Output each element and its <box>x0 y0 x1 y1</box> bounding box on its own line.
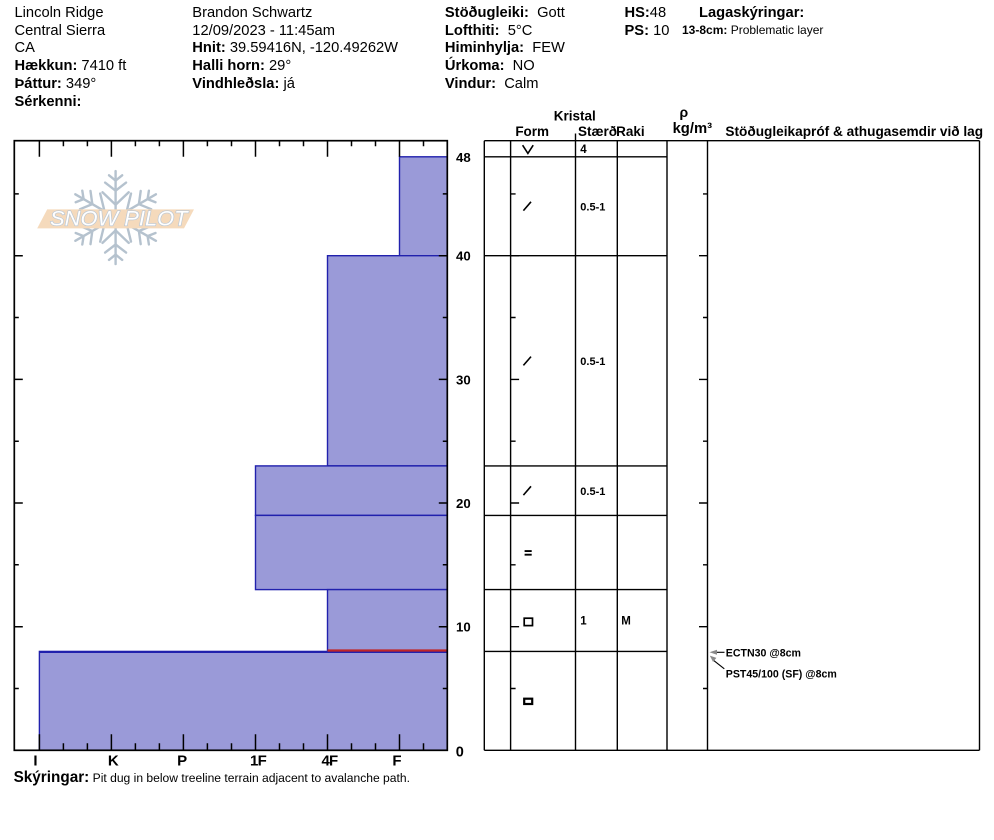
svg-text:K: K <box>108 753 119 770</box>
svg-text:SNOW PILOT: SNOW PILOT <box>50 206 189 230</box>
svg-text:1F: 1F <box>250 753 267 770</box>
svg-text:ECTN30 @8cm: ECTN30 @8cm <box>726 648 801 660</box>
svg-text:M: M <box>621 616 631 628</box>
svg-text:10: 10 <box>456 620 471 635</box>
svg-text:Raki: Raki <box>616 124 645 139</box>
svg-text:ρ: ρ <box>679 104 688 120</box>
svg-text:20: 20 <box>456 496 471 511</box>
svg-text:Kristal: Kristal <box>554 109 596 124</box>
svg-text:4: 4 <box>580 144 587 156</box>
svg-text:F: F <box>392 753 401 770</box>
svg-text:0.5-1: 0.5-1 <box>580 356 605 368</box>
svg-text:0.5-1: 0.5-1 <box>580 201 605 213</box>
svg-text:P: P <box>177 753 187 770</box>
svg-text:1: 1 <box>580 616 587 628</box>
svg-text:I: I <box>33 753 37 770</box>
svg-text:PST45/100 (SF) @8cm: PST45/100 (SF) @8cm <box>726 669 837 681</box>
svg-text:30: 30 <box>456 372 471 387</box>
svg-text:0: 0 <box>456 745 464 761</box>
svg-text:4F: 4F <box>321 753 338 770</box>
svg-text:0.5-1: 0.5-1 <box>580 486 605 498</box>
svg-text:kg/m³: kg/m³ <box>673 121 713 137</box>
svg-text:Stöðugleikapróf & athugasemdir: Stöðugleikapróf & athugasemdir við lag <box>725 124 983 139</box>
svg-text:40: 40 <box>456 249 471 264</box>
svg-text:Form: Form <box>515 124 549 139</box>
svg-text:Stærð: Stærð <box>578 124 617 139</box>
svg-text:48: 48 <box>456 150 471 165</box>
